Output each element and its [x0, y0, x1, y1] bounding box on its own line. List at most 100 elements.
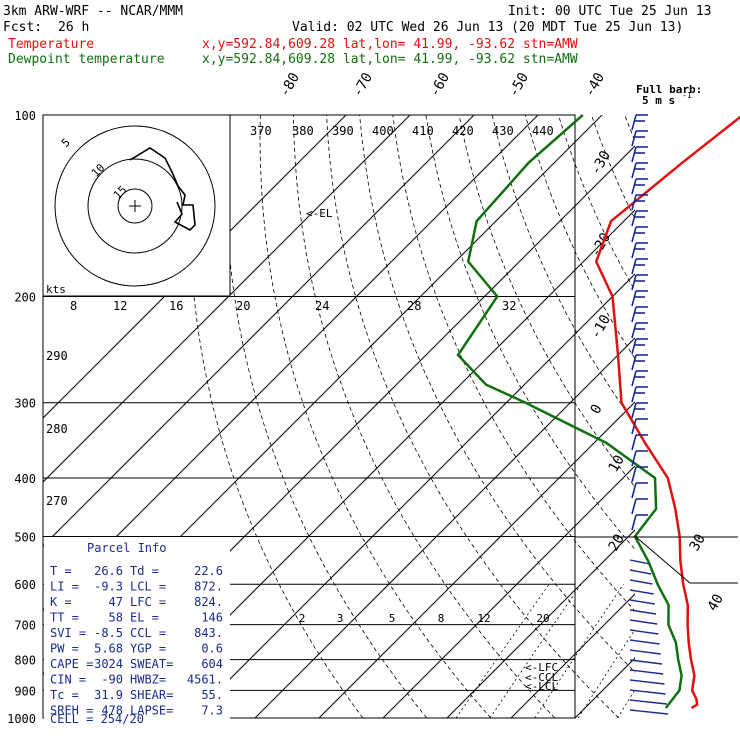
dry-adiabat: [326, 115, 620, 718]
parcel-info-cell: SREH =: [50, 704, 93, 718]
mixing-ratio-line: [534, 583, 624, 718]
theta-e-label: 12: [113, 299, 127, 313]
parcel-info-cell: EL =: [130, 611, 159, 625]
wind-barb-staff: [631, 178, 637, 195]
wind-barb-lower: [629, 569, 652, 575]
theta-e-label: 28: [407, 299, 421, 313]
theta-e-label: 32: [502, 299, 516, 313]
parcel-info-cell: -9.3: [94, 580, 123, 594]
wind-barb-staff: [631, 418, 637, 435]
dry-adiabat: [425, 115, 635, 550]
valid-time: Valid: 02 UTC Wed 26 Jun 13 (20 MDT Tue …: [292, 20, 683, 35]
isotherm-line: [43, 115, 475, 547]
dry-adiabat: [392, 115, 635, 612]
wind-barb-staff: [631, 242, 637, 259]
parcel-info-cell: 4561.: [187, 673, 223, 687]
parcel-info-cell: LFC =: [130, 595, 166, 609]
mixing-ratio-label: 20: [536, 612, 549, 625]
wind-barb-staff: [631, 210, 637, 227]
barb-frame: [575, 536, 738, 584]
isotherm-line: [190, 273, 635, 718]
hodograph-ring-middle: [87, 158, 183, 254]
wind-barb-staff: [631, 258, 637, 275]
parcel-info-cell: LI =: [50, 580, 79, 594]
parcel-info-cell: 3024: [94, 657, 123, 671]
pressure-tick-label: 300: [14, 397, 36, 411]
pressure-tick-label: 500: [14, 530, 36, 544]
parcel-info-cell: 824.: [194, 595, 223, 609]
wind-barb-lower: [629, 599, 655, 605]
dry-adiabat: [691, 115, 740, 718]
mixing-ratio-label: 2: [299, 612, 306, 625]
dry-adiabat: [189, 115, 364, 718]
theta-label: 410: [412, 124, 434, 138]
parcel-cell: CELL = 254/20: [50, 712, 144, 726]
pressure-tick-label: 700: [14, 619, 36, 633]
mixing-ratio-label: 5: [389, 612, 396, 625]
lfc-marker: <-LFC: [525, 661, 558, 674]
ccl-marker: <-CCL: [525, 671, 558, 684]
isotherm-line: [510, 593, 635, 718]
hodograph-ring-outer: [54, 125, 216, 287]
wind-barb-lower: [629, 689, 666, 695]
parcel-info-cell: 47: [109, 595, 123, 609]
wind-barb-lower: [629, 619, 658, 625]
isotherm-label: 40: [705, 591, 727, 614]
parcel-info-cell: 843.: [194, 626, 223, 640]
wind-barb-lower: [629, 669, 664, 675]
isotherm-label: -70: [350, 70, 377, 100]
dry-adiabat: [293, 115, 556, 718]
pressure-tick-label: 100: [14, 109, 36, 123]
isotherm-label: 20: [606, 531, 628, 554]
wind-barb-staff: [631, 226, 637, 243]
parcel-info-cell: SVI =: [50, 626, 86, 640]
wind-barb-staff: [631, 306, 637, 323]
wind-barb-staff: [631, 386, 637, 403]
parcel-info-cell: Td =: [130, 564, 159, 578]
wind-barb-staff: [631, 290, 637, 307]
parcel-info-cell: 26.6: [94, 564, 123, 578]
wind-barb-lower: [629, 589, 654, 595]
forecast-label: Fcst:: [3, 20, 42, 35]
isotherm-label: -80: [277, 70, 304, 100]
dry-adiabat: [259, 115, 492, 718]
parcel-info-cell: 478: [101, 704, 123, 718]
parcel-info-cell: -90: [101, 673, 123, 687]
pressure-tick-label: 400: [14, 472, 36, 486]
parcel-info-cell: CCL =: [130, 626, 166, 640]
pressure-tick-label: 800: [14, 654, 36, 668]
pressure-tick-label: 200: [14, 291, 36, 305]
theta-e-label: 8: [70, 299, 77, 313]
isotherm-label: -60: [427, 70, 454, 100]
wind-barbs: [575, 114, 738, 715]
parcel-info-cell: PW =: [50, 642, 79, 656]
el-marker: <-EL: [306, 207, 333, 220]
theta-left-label: 290: [46, 349, 68, 363]
theta-left-label: 280: [46, 422, 68, 436]
theta-label: 370: [250, 124, 272, 138]
parcel-info-cell: YGP =: [130, 642, 166, 656]
parcel-info-cell: -8.5: [94, 626, 123, 640]
wind-barb-staff: [631, 514, 637, 531]
dewpoint-legend: Dewpoint temperature: [8, 52, 165, 67]
parcel-info-cell: LCL =: [130, 580, 166, 594]
parcel-info-cell: 31.9: [94, 688, 123, 702]
pressure-tick-label: 1000: [7, 712, 36, 726]
theta-label: 390: [332, 124, 354, 138]
wind-barb-staff: [631, 402, 637, 419]
parcel-info-cell: 146: [201, 611, 223, 625]
theta-labels: 370 380 390 400 410 420 430 440 8 12 16 20 24 28 32 290…: [46, 124, 554, 508]
lcl-marker: <-LCL: [525, 680, 558, 693]
mixing-ratio-label: 3: [337, 612, 344, 625]
barb-key-value: 5 m s: [642, 94, 675, 107]
wind-barb-lower: [629, 639, 660, 645]
hodograph: 5 10 15 kts: [42, 114, 231, 297]
dry-adiabat: [225, 115, 428, 718]
wind-barb-staff: [631, 466, 637, 483]
wind-barb-lower: [629, 579, 653, 585]
wind-barb-staff: [631, 194, 637, 211]
isotherm-label: -10: [588, 312, 615, 342]
isotherm-label: 30: [687, 531, 709, 554]
parcel-info-cell: 22.6: [194, 564, 223, 578]
isotherm-line: [446, 529, 635, 718]
